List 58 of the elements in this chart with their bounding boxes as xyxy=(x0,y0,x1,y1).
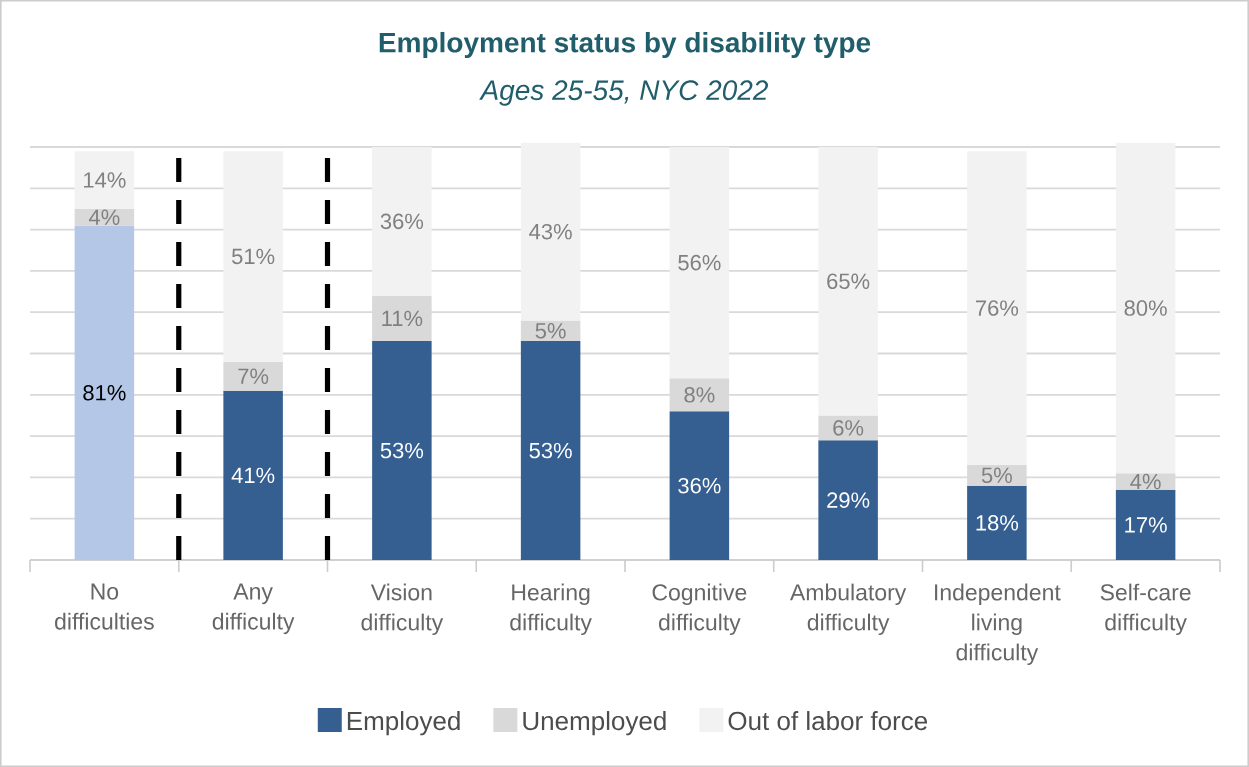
bar xyxy=(520,142,581,321)
data-label: 36% xyxy=(678,477,721,494)
chart-title: Employment status by disability type xyxy=(379,31,871,59)
x-tick-label: Cognitive difficulty xyxy=(652,583,747,636)
data-label: 5% xyxy=(535,323,566,339)
bar xyxy=(372,295,432,342)
legend-label: Out of labor force xyxy=(728,711,928,731)
data-label: 14% xyxy=(84,172,126,188)
x-tick-label: Hearing difficulty xyxy=(510,583,592,636)
data-label: 81% xyxy=(83,384,126,401)
data-label: 56% xyxy=(678,254,721,271)
data-label: 80% xyxy=(1124,300,1167,316)
bar xyxy=(669,146,730,379)
legend-label: Unemployed xyxy=(523,711,666,736)
x-tick-label: Any difficulty xyxy=(212,583,295,635)
chart-subtitle: Ages 25-55, NYC 2022 xyxy=(479,80,769,106)
x-tick-label: Ambulatory difficulty xyxy=(789,583,907,636)
bar xyxy=(223,151,283,362)
bar xyxy=(1115,489,1176,560)
bar xyxy=(818,440,878,560)
data-label: 41% xyxy=(231,467,275,484)
bar xyxy=(967,465,1027,486)
bar xyxy=(669,378,730,412)
data-label: 17% xyxy=(1125,517,1167,533)
data-label: 51% xyxy=(231,248,275,265)
bar xyxy=(1115,142,1176,474)
data-label: 65% xyxy=(827,273,870,290)
data-label: 53% xyxy=(380,442,424,459)
data-label: 43% xyxy=(529,223,572,240)
bar xyxy=(967,485,1027,560)
data-label: 11% xyxy=(382,310,423,327)
bar xyxy=(818,415,878,441)
x-tick-label: No difficulties xyxy=(55,583,154,630)
legend-label: Employed xyxy=(347,711,460,736)
bar xyxy=(967,151,1027,466)
bar xyxy=(74,151,135,209)
data-label: 18% xyxy=(976,515,1019,531)
bar xyxy=(74,225,135,560)
bar xyxy=(372,146,432,296)
data-label: 6% xyxy=(833,420,864,436)
data-label: 76% xyxy=(975,300,1019,316)
bar xyxy=(372,341,432,560)
bar xyxy=(223,361,283,391)
data-label: 29% xyxy=(827,492,870,508)
bar xyxy=(520,341,581,560)
bar xyxy=(669,411,730,560)
data-label: 4% xyxy=(88,209,120,225)
data-label: 4% xyxy=(1130,473,1161,490)
data-label: 36% xyxy=(380,213,424,230)
x-tick-label: Independent living difficulty xyxy=(935,583,1061,666)
x-tick-label: Vision difficulty xyxy=(361,583,444,636)
data-label: 53% xyxy=(529,442,572,459)
bar xyxy=(223,390,283,560)
x-tick-label: Self-care difficulty xyxy=(1100,583,1191,636)
data-label: 5% xyxy=(981,467,1012,484)
data-label: 8% xyxy=(684,387,715,403)
data-label: 7% xyxy=(238,368,269,384)
bar xyxy=(818,146,878,416)
